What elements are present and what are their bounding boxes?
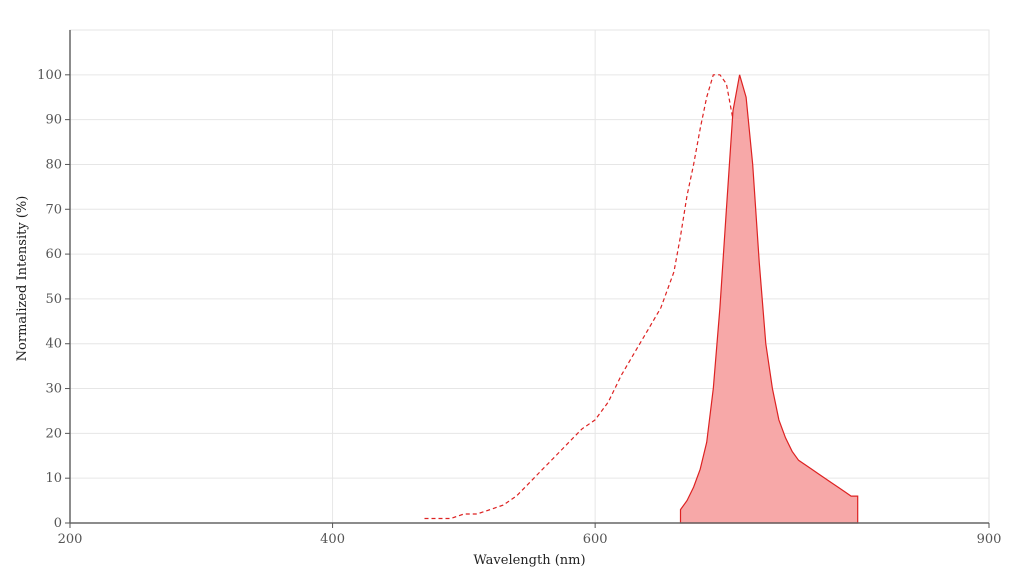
plot-frame [69, 29, 990, 524]
y-tick-label: 40 [45, 337, 62, 352]
series-layer [424, 74, 859, 524]
y-tick-label: 20 [45, 426, 62, 441]
y-tick-label: 80 [45, 157, 62, 172]
y-tick-label: 70 [45, 202, 62, 217]
x-axis-title: Wavelength (nm) [473, 553, 585, 568]
y-tick-label: 60 [45, 247, 62, 262]
y-tick-label: 90 [45, 113, 62, 128]
y-tick-label: 10 [45, 471, 62, 486]
y-tick-label: 100 [37, 68, 62, 83]
y-tick-label: 30 [45, 382, 62, 397]
emission-area [679, 74, 859, 524]
grid [69, 29, 990, 524]
axes [69, 30, 989, 524]
x-tick-label: 200 [58, 532, 83, 547]
y-tick-label: 50 [45, 292, 62, 307]
x-tick-label: 600 [583, 532, 608, 547]
x-tick-label: 900 [977, 532, 1002, 547]
x-tick-label: 400 [320, 532, 345, 547]
y-tick-label: 0 [54, 516, 62, 531]
y-axis-title: Normalized Intensity (%) [15, 196, 30, 362]
ticks: 0 10 20 30 40 50 60 70 80 90 100 200 400 600 900 [37, 68, 1001, 547]
